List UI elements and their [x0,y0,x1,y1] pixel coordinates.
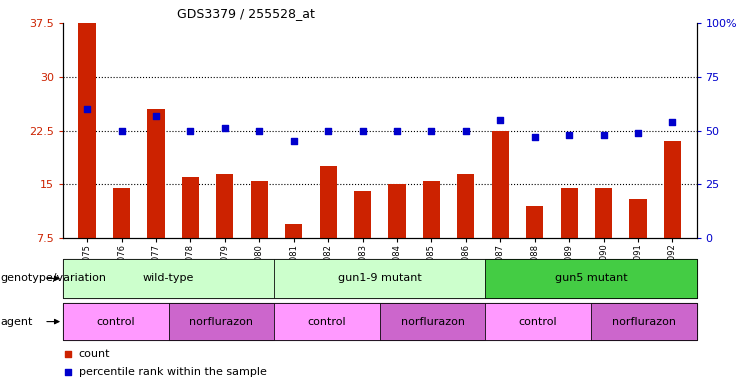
Point [62,351,73,357]
Text: count: count [79,349,110,359]
Text: percentile rank within the sample: percentile rank within the sample [79,366,267,377]
Point [391,127,403,134]
Bar [664,141,681,238]
Bar [457,174,474,238]
Text: gun1-9 mutant: gun1-9 mutant [338,273,422,283]
Point [598,132,610,138]
Bar [79,23,96,238]
Point [116,127,127,134]
Text: norflurazon: norflurazon [612,316,676,327]
Point [529,134,541,140]
Point [666,119,678,125]
Bar [379,303,485,340]
Bar [250,181,268,238]
Bar [591,303,697,340]
Bar [147,109,165,238]
Bar [274,259,485,298]
Point [253,127,265,134]
Bar [354,192,371,238]
Point [82,106,93,112]
Text: GDS3379 / 255528_at: GDS3379 / 255528_at [177,7,315,20]
Point [494,117,506,123]
Point [62,369,73,375]
Point [632,130,644,136]
Bar [485,259,697,298]
Point [425,127,437,134]
Bar [595,188,612,238]
Bar [560,188,578,238]
Bar [485,303,591,340]
Bar [182,177,199,238]
Point [460,127,472,134]
Text: norflurazon: norflurazon [401,316,465,327]
Text: control: control [519,316,557,327]
Bar [113,188,130,238]
Text: agent: agent [1,316,33,327]
Text: genotype/variation: genotype/variation [1,273,107,283]
Point [288,138,299,144]
Bar [423,181,440,238]
Bar [274,303,380,340]
Text: norflurazon: norflurazon [190,316,253,327]
Text: control: control [308,316,346,327]
Bar [63,303,169,340]
Bar [319,166,336,238]
Point [185,127,196,134]
Bar [216,174,233,238]
Text: wild-type: wild-type [143,273,194,283]
Bar [629,199,647,238]
Bar [63,259,274,298]
Point [219,125,230,131]
Text: gun5 mutant: gun5 mutant [554,273,628,283]
Bar [169,303,274,340]
Text: control: control [96,316,135,327]
Bar [285,224,302,238]
Bar [388,184,405,238]
Bar [492,131,509,238]
Point [356,127,368,134]
Point [563,132,575,138]
Bar [526,206,543,238]
Point [150,113,162,119]
Point [322,127,334,134]
